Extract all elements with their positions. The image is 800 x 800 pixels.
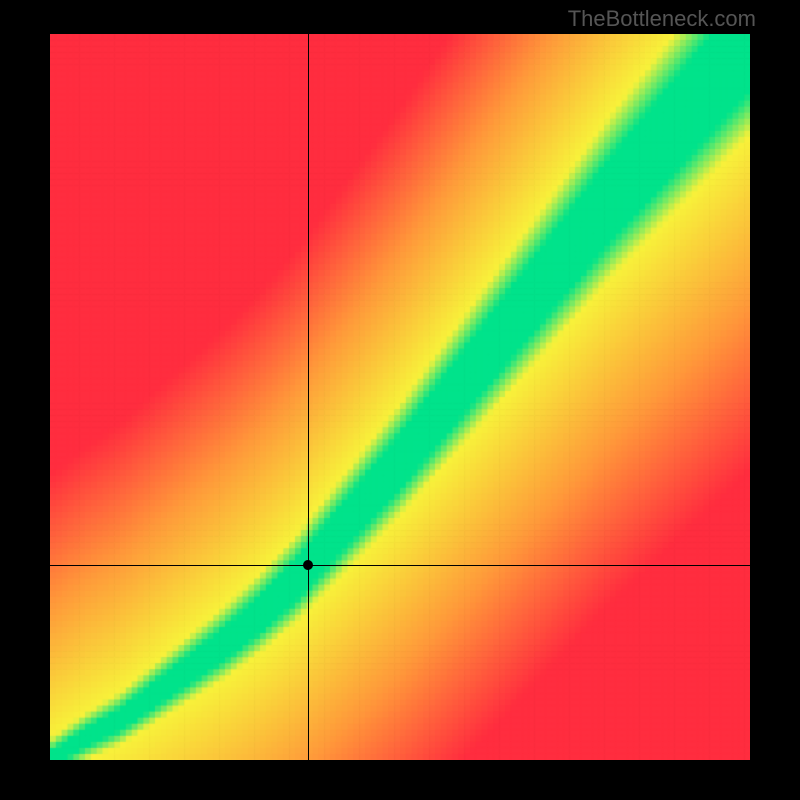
watermark-text: TheBottleneck.com: [568, 6, 756, 32]
heatmap-plot: [50, 34, 750, 760]
crosshair-horizontal: [50, 565, 750, 566]
crosshair-vertical: [308, 34, 309, 760]
crosshair-marker: [303, 560, 313, 570]
heatmap-canvas: [50, 34, 750, 760]
